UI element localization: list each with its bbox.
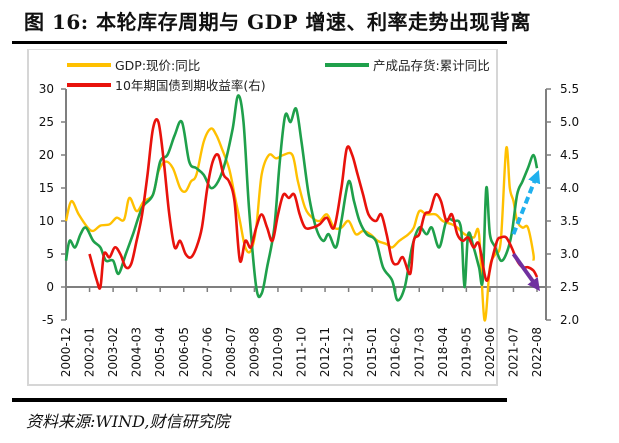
left-tick-label: 0: [46, 280, 54, 294]
left-tick-label: 20: [39, 148, 54, 162]
x-tick-label: 2003-02: [106, 327, 120, 377]
right-tick-label: 2.0: [560, 313, 579, 327]
legend-label: 产成品存货:累计同比: [373, 58, 490, 73]
x-tick-label: 2002-01: [83, 327, 97, 377]
x-tick-label: 2017-03: [412, 327, 426, 377]
left-tick-label: 5: [46, 247, 54, 261]
falling-trend-arrow: [511, 252, 540, 292]
right-tick-label: 5.0: [560, 115, 579, 129]
left-tick-label: -5: [42, 313, 54, 327]
right-tick-label: 4.5: [560, 148, 579, 162]
legend-label: 10年期国债到期收益率(右): [115, 78, 266, 93]
x-tick-label: 2007-06: [200, 327, 214, 377]
x-tick-label: 2011-10: [295, 327, 309, 377]
x-tick-label: 2021-07: [506, 327, 520, 377]
x-tick-label: 2000-12: [59, 327, 73, 377]
x-tick-label: 2013-12: [342, 327, 356, 377]
left-tick-label: 15: [39, 181, 54, 195]
left-tick-label: 25: [39, 115, 54, 129]
x-tick-label: 2022-08: [530, 327, 544, 377]
right-tick-label: 4.0: [560, 181, 579, 195]
right-tick-label: 5.5: [560, 82, 579, 96]
source-note: 资料来源:WIND,财信研究院: [26, 412, 230, 431]
left-tick-label: 30: [39, 82, 54, 96]
series-line-bond-yield: [88, 118, 539, 290]
x-tick-label: 2018-04: [436, 327, 450, 377]
right-tick-label: 2.5: [560, 280, 579, 294]
x-tick-label: 2012-11: [318, 327, 332, 377]
x-tick-label: 2004-03: [130, 327, 144, 377]
chart-frame: [27, 49, 498, 386]
axes: -5 0 5 10 15 20 25 30 2.0 2.5 3.0 3.5 4.0 4.5 5.0 5.5 20…: [39, 82, 579, 377]
x-tick-label: 2008-07: [224, 327, 238, 377]
legend-label: GDP:现价:同比: [115, 58, 200, 73]
series-layer: [64, 94, 539, 322]
x-tick-label: 2016-02: [389, 327, 403, 377]
x-tick-label: 2009-08: [247, 327, 261, 377]
right-tick-label: 3.0: [560, 247, 579, 261]
legend: GDP:现价:同比 产成品存货:累计同比 10年期国债到期收益率(右): [67, 58, 490, 93]
series-line-inventory: [64, 94, 539, 302]
x-tick-label: 2015-01: [365, 327, 379, 377]
left-tick-label: 10: [39, 214, 54, 228]
x-tick-label: 2005-04: [153, 327, 167, 377]
title-rule: [12, 41, 507, 44]
x-tick-label: 2006-05: [177, 327, 191, 377]
right-tick-label: 3.5: [560, 214, 579, 228]
x-tick-label: 2020-06: [483, 327, 497, 377]
annotation-layer: [511, 170, 541, 292]
source-rule: [12, 398, 507, 402]
figure-title: 图 16: 本轮库存周期与 GDP 增速、利率走势出现背离: [24, 10, 532, 34]
x-tick-label: 2010-09: [271, 327, 285, 377]
x-tick-label: 2019-05: [459, 327, 473, 377]
